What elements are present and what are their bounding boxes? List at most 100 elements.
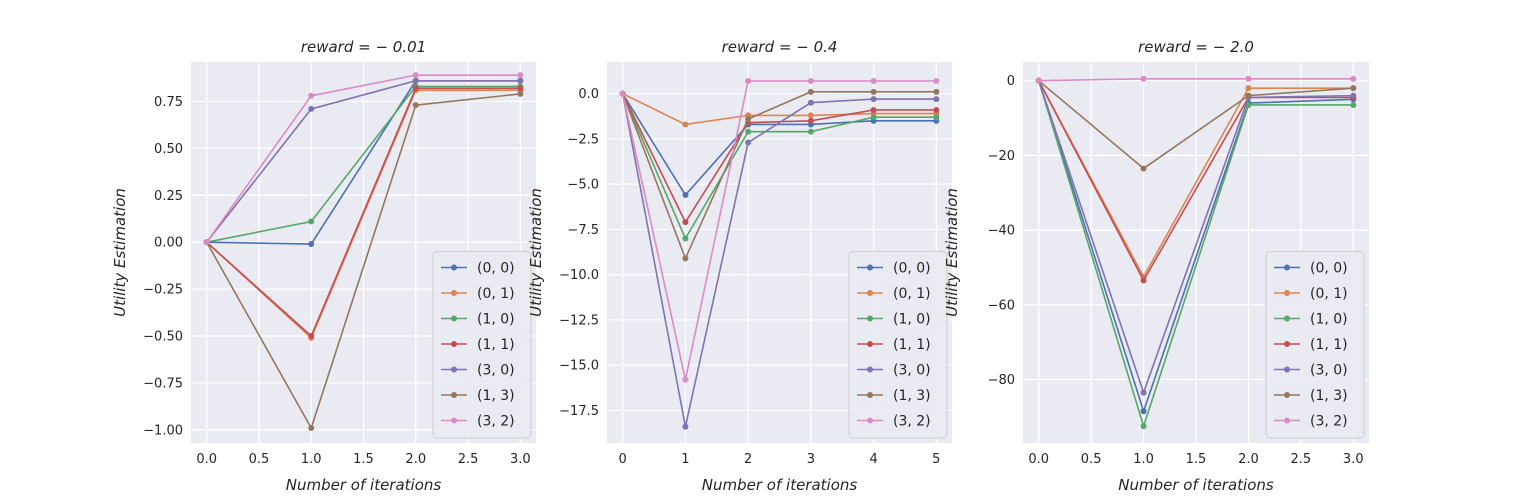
x-tick-label: 0.5	[1081, 452, 1102, 467]
legend-item: (1, 0)	[441, 312, 515, 328]
data-point	[807, 99, 814, 106]
legend-item: (3, 2)	[857, 414, 931, 430]
legend-label: (0, 0)	[893, 261, 931, 277]
series-1-1	[203, 85, 524, 340]
legend-label: (1, 1)	[893, 337, 931, 353]
series-line	[1038, 80, 1354, 170]
legend-box	[432, 251, 532, 439]
x-tick-label: 1	[681, 452, 689, 467]
legend-swatch-marker	[451, 366, 457, 373]
x-axis-label: Number of iterations	[1118, 476, 1274, 494]
legend-swatch-marker	[1284, 392, 1290, 398]
series-3-2	[1035, 75, 1357, 84]
data-point	[517, 72, 524, 79]
data-point	[870, 78, 877, 85]
legend-item: (0, 1)	[857, 286, 931, 302]
y-tick-label: −17.5	[559, 404, 599, 419]
legend-swatch-marker	[451, 315, 457, 322]
legend-label: (1, 3)	[477, 388, 515, 404]
x-tick-label: 2	[744, 452, 752, 467]
legend-label: (3, 0)	[477, 363, 515, 379]
legend-label: (0, 1)	[1310, 286, 1348, 302]
subplot-3: 0.0 0.5 1.0 1.5 2.0 2.5 3.0 −80 −60 −40 −20 0 reward…	[943, 38, 1369, 494]
y-tick-label: −1.00	[143, 423, 183, 438]
data-point	[1350, 92, 1357, 99]
y-tick-label: −0.50	[143, 330, 183, 345]
data-point	[745, 78, 752, 85]
legend-item: (3, 0)	[1274, 363, 1348, 379]
series-line	[622, 92, 937, 126]
y-tick-label: 0.0	[578, 87, 599, 102]
data-point	[870, 114, 877, 121]
series-line	[1037, 80, 1354, 396]
legend-label: (1, 3)	[1310, 388, 1348, 404]
data-point	[933, 96, 940, 103]
x-tick-label: 1.5	[353, 452, 374, 467]
data-point	[1350, 75, 1357, 82]
series-3-2	[203, 72, 524, 246]
legend: (0, 0) (0, 1) (1, 0) (1, 1) (3, 0) (1, 3) (3, …	[848, 251, 948, 439]
legend-swatch-marker	[867, 315, 873, 322]
series-line	[206, 85, 521, 243]
legend-label: (1, 0)	[477, 312, 515, 328]
y-tick-label: −12.5	[559, 313, 599, 328]
legend-label: (1, 1)	[477, 337, 515, 353]
data-point	[517, 90, 524, 97]
data-point	[933, 106, 940, 113]
x-tick-label: 5	[932, 452, 940, 467]
subplot-2: 0 1 2 3 4 5 −17.5 −15.0 −12.5 −10.0 −7.5 −5.0 −2.5 0.…	[527, 38, 952, 494]
y-tick-label: 0.50	[154, 142, 183, 157]
data-point	[870, 106, 877, 113]
x-tick-label: 0.0	[196, 452, 217, 467]
legend-item: (1, 3)	[1274, 388, 1348, 404]
x-axis-label: Number of iterations	[286, 476, 442, 494]
data-point	[412, 77, 419, 84]
data-point	[619, 90, 626, 97]
legend-label: (1, 0)	[893, 312, 931, 328]
x-tick-label: 4	[869, 452, 877, 467]
series-line	[1038, 78, 1354, 82]
legend-swatch-marker	[451, 264, 457, 271]
data-point	[807, 117, 814, 124]
data-point	[1035, 77, 1042, 84]
legend-swatch-marker	[451, 392, 457, 398]
legend-swatch-marker	[1284, 366, 1290, 373]
legend-swatch-marker	[867, 290, 873, 296]
legend-item: (3, 0)	[857, 363, 931, 379]
data-point	[1140, 408, 1147, 415]
legend-swatch-marker	[867, 341, 873, 347]
series-line	[1037, 80, 1354, 429]
x-tick-label: 0.5	[249, 452, 270, 467]
chart-title: reward = − 2.0	[1138, 38, 1254, 56]
series-line	[206, 74, 521, 243]
series-1-0	[619, 90, 940, 242]
legend-item: (3, 2)	[1274, 414, 1348, 430]
data-point	[203, 239, 210, 246]
y-tick-label: −15.0	[559, 359, 599, 374]
legend-item: (1, 1)	[857, 337, 931, 353]
series-line	[1038, 80, 1354, 283]
series-line	[205, 93, 521, 430]
legend-item: (1, 0)	[1274, 312, 1348, 328]
series-line	[1038, 80, 1354, 279]
data-point	[682, 121, 689, 128]
legend-swatch-marker	[867, 366, 873, 373]
data-point	[308, 424, 315, 431]
y-tick-label: −40	[988, 224, 1015, 239]
y-axis-label: Utility Estimation	[527, 188, 545, 317]
data-point	[517, 77, 524, 84]
data-point	[308, 92, 315, 99]
series-1-3	[619, 88, 940, 262]
x-tick-label: 2.0	[1238, 452, 1259, 467]
data-point	[308, 218, 315, 225]
legend-label: (3, 2)	[477, 414, 515, 430]
legend: (0, 0) (0, 1) (1, 0) (1, 1) (3, 0) (1, 3) (3, …	[1265, 251, 1365, 439]
data-point	[1140, 75, 1147, 82]
data-point	[1245, 75, 1252, 82]
legend-swatch-marker	[1284, 417, 1290, 424]
y-tick-label: 0.00	[154, 236, 183, 251]
data-point	[1350, 85, 1357, 92]
data-point	[1245, 85, 1252, 92]
data-point	[933, 78, 940, 85]
